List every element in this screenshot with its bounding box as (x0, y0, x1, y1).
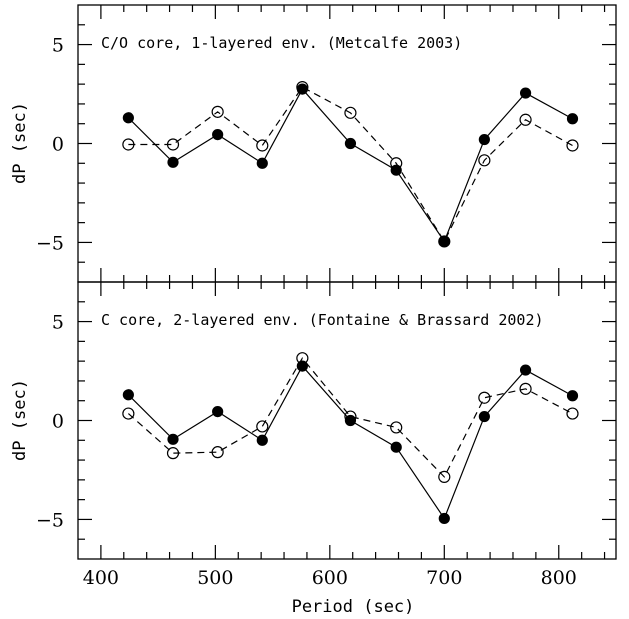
panel-bottom-y-tick-label: 5 (52, 312, 64, 334)
x-tick-label: 500 (197, 567, 233, 589)
panel-bottom-series-filled-line (127, 365, 573, 520)
panel-top-y-tick-label: 5 (52, 35, 64, 57)
panel-top-series-filled-point (212, 128, 224, 141)
panel-top-series-open-point (519, 113, 532, 126)
panel-top-series-open-point (211, 105, 224, 118)
panel-bottom-series-filled-point (256, 434, 268, 446)
panel-top: C/O core, 1-layered env. (Metcalfe 2003)… (10, 4, 617, 283)
panel-bottom-series-open-point (296, 352, 309, 365)
panel-bottom-series-open-point (211, 446, 224, 459)
panel-bottom-series-open-point (478, 391, 491, 404)
panel-bottom-series-open-point (438, 470, 451, 483)
panel-top-series-filled-point (566, 113, 579, 125)
panel-top-series-filled-point (390, 164, 402, 176)
panel-top-series-filled-point (256, 157, 268, 169)
panel-top-series-open-line (128, 86, 573, 243)
panel-bottom-series-open-point (256, 420, 269, 433)
x-tick-label: 700 (426, 567, 462, 589)
panel-top-series-open-point (344, 106, 357, 119)
panel-bottom-series-filled-point (566, 390, 579, 402)
panel-top-y-axis-label: dP (sec) (10, 102, 30, 184)
panel-top-ticks: −5 0 5 (36, 5, 616, 282)
panel-top-y-tick-label: −5 (36, 232, 64, 254)
panel-bottom-series-filled-point (344, 414, 357, 427)
panel-bottom-series-open-point (519, 382, 532, 395)
panel-bottom-series-open-point (390, 421, 403, 434)
panel-bottom-series-filled-point (167, 433, 179, 445)
panel-bottom-series-filled-point (212, 405, 224, 418)
panel-top-series-open-point (566, 139, 579, 152)
panel-bottom-y-tick-label: −5 (36, 509, 64, 531)
x-axis-label: Period (sec) (292, 597, 415, 617)
panel-bottom-ticks: −5 0 5 400 500 600 700 800 (36, 282, 616, 589)
panel-bottom-series-filled-point (438, 512, 450, 525)
panel-bottom-y-axis-label: dP (sec) (10, 379, 30, 461)
x-tick-label: 800 (541, 567, 577, 589)
panel-top-series-open-point (478, 154, 491, 167)
panel-bottom-y-tick-label: 0 (52, 411, 64, 433)
panel-top-series-open-point (296, 81, 309, 94)
panel-bottom-series-open-point (566, 407, 579, 420)
panel-bottom-series-open-point (166, 447, 180, 460)
panel-top-series-open-point (390, 157, 403, 170)
panel-top-annotation: C/O core, 1-layered env. (Metcalfe 2003) (101, 34, 462, 52)
panel-bottom-series-filled-point (478, 410, 490, 423)
panel-top-series-filled-line (127, 88, 573, 243)
panel-top-series-open-point (256, 139, 269, 152)
panel-bottom: C core, 2-layered env. (Fontaine & Brass… (10, 281, 617, 617)
panel-bottom-series-open-point (122, 407, 135, 420)
panel-top-y-tick-label: 0 (52, 134, 64, 156)
panel-bottom-series-filled-point (519, 364, 532, 376)
panel-top-series-filled-point (478, 133, 490, 146)
x-tick-label: 400 (83, 567, 119, 589)
panel-top-series-open-point (166, 138, 180, 151)
panel-top-series-open-point (122, 138, 135, 151)
panel-bottom-annotation: C core, 2-layered env. (Fontaine & Brass… (101, 311, 544, 329)
panel-top-series-open-point (438, 235, 451, 248)
panel-top-series-filled-point (519, 87, 532, 99)
panel-top-series-filled-point (122, 112, 134, 124)
panel-bottom-series-open-line (127, 357, 573, 478)
panel-top-series-filled-point (344, 137, 357, 150)
panel-bottom-series-filled-point (390, 441, 402, 453)
panel-bottom-series-open-point (344, 410, 357, 423)
panel-top-series-filled-point (167, 156, 179, 168)
x-tick-label: 600 (312, 567, 348, 589)
panel-bottom-series-filled-point (122, 389, 134, 401)
